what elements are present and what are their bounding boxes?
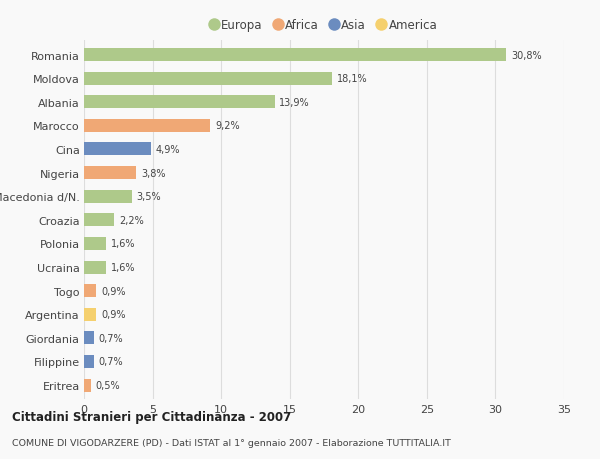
Bar [84, 237, 106, 250]
Text: 3,5%: 3,5% [137, 192, 161, 202]
Text: Cittadini Stranieri per Cittadinanza - 2007: Cittadini Stranieri per Cittadinanza - 2… [12, 410, 291, 423]
Legend: Europa, Africa, Asia, America: Europa, Africa, Asia, America [211, 19, 437, 32]
Bar [84, 96, 275, 109]
Text: 18,1%: 18,1% [337, 74, 368, 84]
Bar [84, 355, 94, 368]
Text: 1,6%: 1,6% [111, 239, 135, 249]
Text: 0,7%: 0,7% [98, 357, 123, 367]
Bar [84, 214, 114, 227]
Bar [84, 120, 210, 133]
Text: 0,9%: 0,9% [101, 286, 125, 296]
Bar [84, 190, 132, 203]
Text: 30,8%: 30,8% [511, 50, 542, 61]
Bar [84, 308, 97, 321]
Text: 0,7%: 0,7% [98, 333, 123, 343]
Bar [84, 379, 91, 392]
Bar [84, 167, 136, 179]
Bar [84, 285, 97, 297]
Bar [84, 73, 332, 85]
Text: 4,9%: 4,9% [156, 145, 181, 155]
Bar [84, 261, 106, 274]
Text: 13,9%: 13,9% [280, 98, 310, 107]
Bar [84, 143, 151, 156]
Text: 1,6%: 1,6% [111, 263, 135, 273]
Text: 9,2%: 9,2% [215, 121, 239, 131]
Bar [84, 331, 94, 345]
Bar [84, 49, 506, 62]
Text: 0,9%: 0,9% [101, 309, 125, 319]
Text: COMUNE DI VIGODARZERE (PD) - Dati ISTAT al 1° gennaio 2007 - Elaborazione TUTTIT: COMUNE DI VIGODARZERE (PD) - Dati ISTAT … [12, 438, 451, 447]
Text: 0,5%: 0,5% [95, 380, 120, 390]
Text: 3,8%: 3,8% [141, 168, 166, 178]
Text: 2,2%: 2,2% [119, 215, 144, 225]
